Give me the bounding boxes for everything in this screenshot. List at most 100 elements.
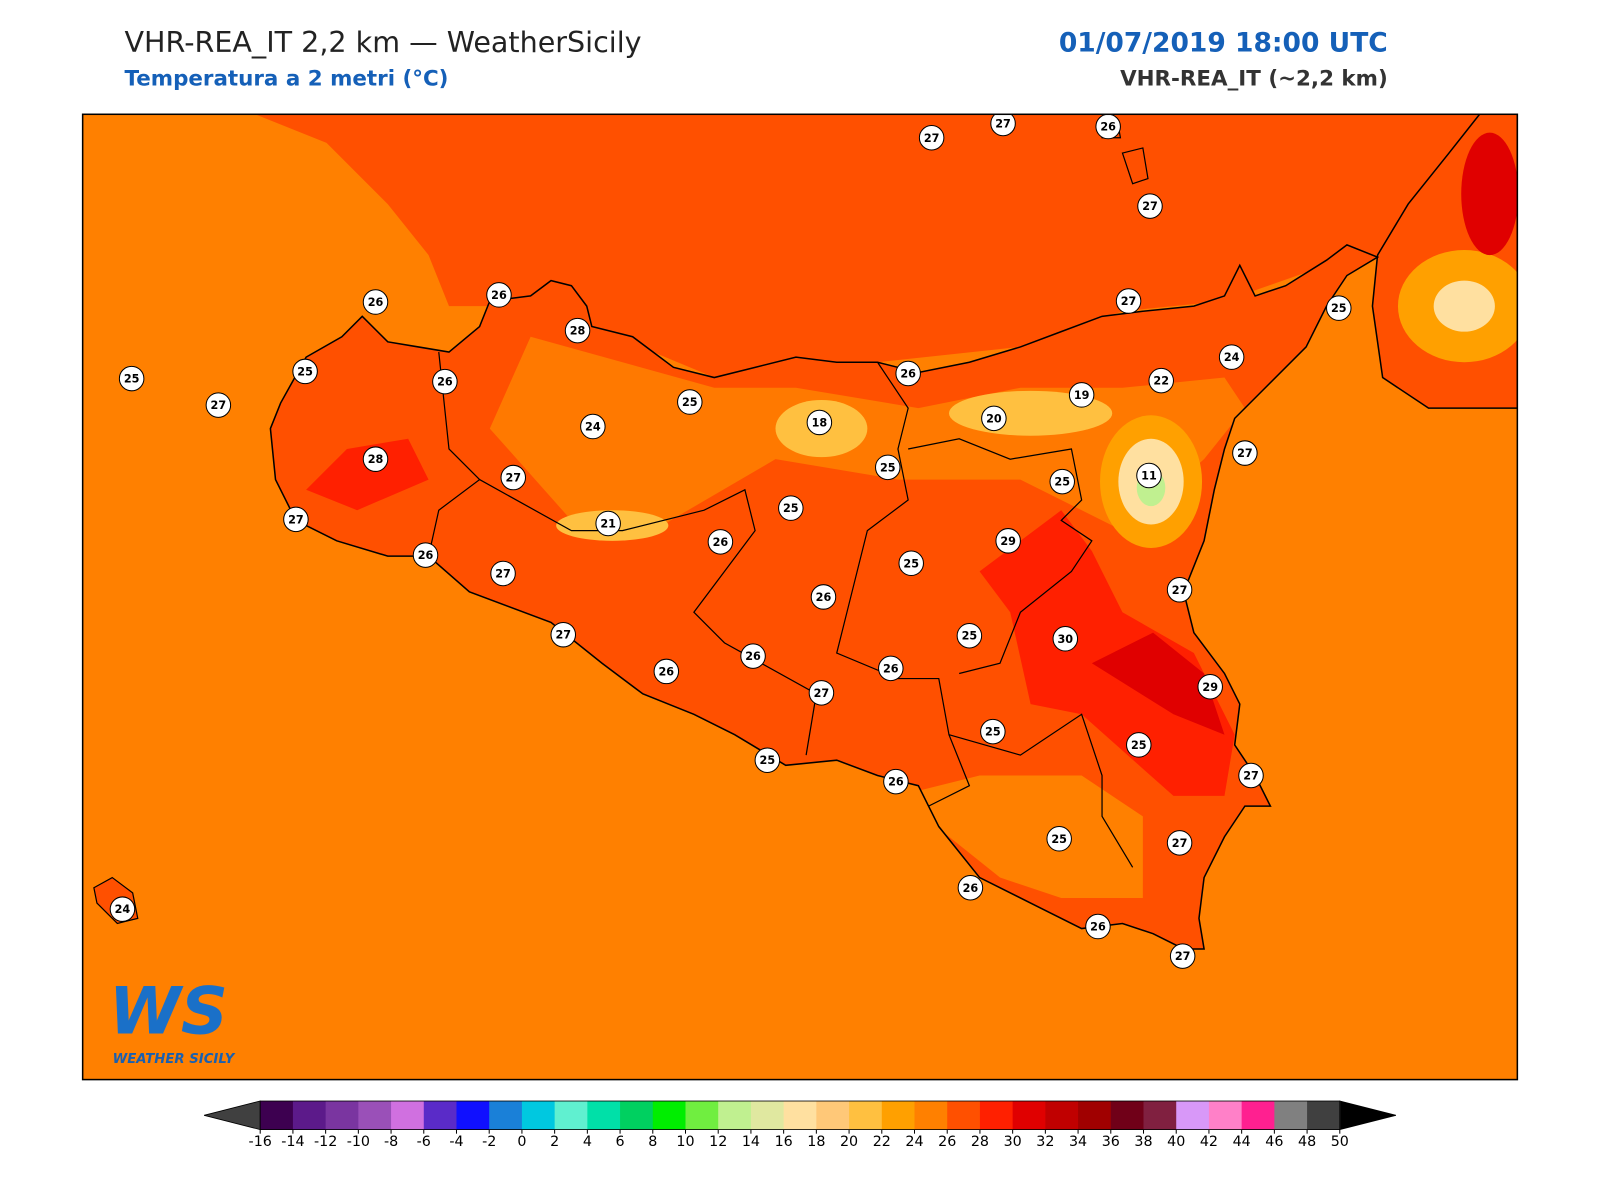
station-marker <box>918 125 945 151</box>
station-marker <box>653 658 680 685</box>
station: 20 <box>981 405 1007 432</box>
colorbar-label: -16 <box>249 1134 272 1150</box>
station-value: 22 <box>1153 375 1169 388</box>
station-value: 11 <box>1141 470 1157 483</box>
station: 25 <box>956 622 983 649</box>
station-value: 26 <box>963 882 979 895</box>
hot-west <box>306 438 429 511</box>
station-value: 25 <box>124 373 140 386</box>
station-value: 27 <box>505 472 521 485</box>
station: 28 <box>362 446 389 472</box>
colorbar-label: 34 <box>1069 1134 1087 1150</box>
station-marker <box>283 506 309 533</box>
station-value: 27 <box>1172 837 1188 850</box>
mild-south <box>897 775 1143 898</box>
colorbar-label: 40 <box>1167 1134 1185 1150</box>
colorbar-label: -6 <box>417 1134 431 1150</box>
station-value: 29 <box>1000 535 1016 548</box>
colorbar-box <box>260 1101 294 1130</box>
station: 26 <box>895 360 921 387</box>
colorbar-box <box>1143 1101 1177 1130</box>
colorbar-box <box>750 1101 785 1130</box>
map: 27 27 26 27 26 26 28 27 25 25 25 26 27 26 24 19 22 25 24 18… <box>82 114 1518 1080</box>
station: 27 <box>1238 762 1264 789</box>
station: 26 <box>486 282 512 308</box>
colorbar-box <box>816 1101 850 1130</box>
station: 26 <box>878 655 904 682</box>
station: 27 <box>205 392 232 418</box>
station: 26 <box>740 643 766 669</box>
colorbar-box <box>1307 1101 1341 1130</box>
station: 26 <box>1095 114 1121 140</box>
station-value: 26 <box>816 591 832 604</box>
station-marker <box>205 392 232 418</box>
colorbar-label: -10 <box>347 1134 370 1150</box>
colorbar-label: -4 <box>449 1134 463 1150</box>
station-marker <box>1232 440 1258 466</box>
station-value: 25 <box>682 396 698 409</box>
station-marker <box>1169 943 1196 969</box>
colorbar-box <box>423 1101 458 1130</box>
station: 28 <box>564 317 591 344</box>
station: 25 <box>980 718 1006 745</box>
colorbar-box <box>685 1101 719 1130</box>
station-marker <box>1115 288 1142 314</box>
station: 11 <box>1136 462 1162 489</box>
colorbar-label: 38 <box>1134 1134 1152 1150</box>
colorbar-label: 8 <box>648 1134 657 1150</box>
colorbar-label: 16 <box>775 1134 793 1150</box>
station-marker <box>980 718 1006 745</box>
colorbar-label: 26 <box>938 1134 956 1150</box>
colorbar-box <box>554 1101 588 1130</box>
colorbar-box <box>521 1101 556 1130</box>
station: 19 <box>1068 382 1095 408</box>
datetime: 01/07/2019 18:00 UTC <box>1059 27 1388 58</box>
colorbar-box <box>849 1101 883 1130</box>
station: 22 <box>1148 367 1174 394</box>
station-value: 25 <box>783 502 799 515</box>
colorbar-box <box>783 1101 817 1130</box>
station-value: 27 <box>288 513 304 526</box>
station-marker <box>1166 830 1193 856</box>
colorbar-box <box>652 1101 687 1130</box>
colorbar-under <box>203 1100 261 1131</box>
station-marker <box>810 584 837 610</box>
station-value: 18 <box>812 416 828 429</box>
station-marker <box>990 114 1016 137</box>
station: 25 <box>875 454 901 481</box>
station-marker <box>1049 468 1075 495</box>
colorbar-box <box>1274 1101 1308 1130</box>
station-marker <box>1148 367 1174 394</box>
station-marker <box>1166 577 1193 603</box>
colorbar-box <box>1045 1101 1079 1130</box>
station-value: 26 <box>888 776 904 789</box>
station-value: 27 <box>924 132 940 145</box>
station: 27 <box>1115 288 1142 314</box>
station: 26 <box>653 658 680 685</box>
station-marker <box>292 358 318 385</box>
model: VHR-REA_IT (~2,2 km) <box>1120 67 1388 92</box>
station-marker <box>1085 913 1111 940</box>
station-marker <box>412 542 439 568</box>
station: 30 <box>1052 626 1079 652</box>
colorbar-box <box>358 1101 392 1130</box>
station-value: 26 <box>659 665 675 678</box>
station: 25 <box>754 747 781 773</box>
station: 25 <box>292 358 318 385</box>
station-marker <box>486 282 512 308</box>
station: 26 <box>707 529 734 555</box>
station: 27 <box>918 125 945 151</box>
station-value: 27 <box>1175 950 1191 963</box>
station-marker <box>1326 295 1352 321</box>
colorbar-box <box>1012 1101 1046 1130</box>
station-value: 27 <box>1142 200 1158 213</box>
station-marker <box>1126 732 1152 758</box>
station-marker <box>754 747 781 773</box>
colorbar-label: 24 <box>905 1134 923 1150</box>
colorbar-box <box>914 1101 948 1130</box>
colorbar-label: 42 <box>1200 1134 1218 1150</box>
station-value: 27 <box>1121 295 1137 308</box>
station-value: 28 <box>570 325 586 338</box>
station-marker <box>808 680 835 706</box>
